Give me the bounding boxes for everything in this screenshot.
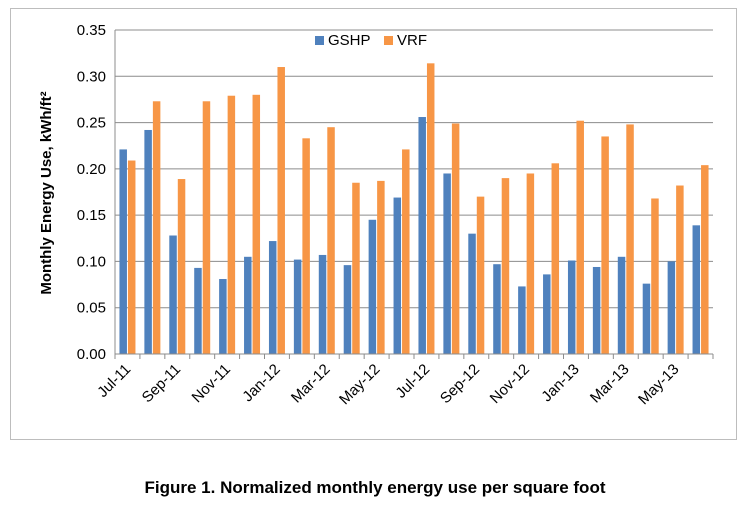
y-axis-title: Monthly Energy Use, kWh/ft² [38,91,55,294]
x-tick-label: May-13 [635,361,682,408]
legend-swatch-vrf [384,36,393,45]
bar-gshp-apr-13 [642,283,651,354]
bar-gshp-sep-12 [468,233,476,354]
bar-vrf-sep-11 [177,179,186,354]
bar-vrf-jan-12 [277,67,285,355]
bar-gshp-mar-13 [617,256,626,354]
bar-vrf-may-12 [377,180,385,354]
y-tick-label: 0.00 [77,346,106,363]
bar-gshp-oct-12 [493,264,501,354]
bar-vrf-oct-11 [202,101,211,354]
legend-swatch-gshp [315,36,324,45]
bar-vrf-aug-12 [451,123,460,354]
bar-gshp-feb-13 [592,266,601,354]
bar-gshp-nov-11 [219,279,227,354]
bar-vrf-mar-12 [327,127,335,354]
bar-gshp-mar-12 [318,254,327,354]
bar-gshp-apr-12 [343,265,352,354]
y-tick-label: 0.15 [77,207,106,224]
y-tick-label: 0.35 [77,22,106,39]
bar-vrf-apr-12 [352,182,360,354]
bar-vrf-sep-12 [476,196,485,354]
bar-gshp-jun-13 [692,225,701,354]
bar-gshp-nov-12 [518,286,526,354]
bar-vrf-nov-11 [227,95,236,355]
x-tick-label: Jan-12 [239,361,283,405]
x-tick-label: Mar-12 [288,361,334,407]
bar-gshp-jul-11 [119,149,127,354]
bar-vrf-aug-11 [152,101,161,354]
x-tick-label: Mar-13 [587,361,633,407]
bar-gshp-sep-11 [169,235,177,354]
bar-gshp-jan-13 [567,260,576,354]
bar-vrf-jun-12 [402,149,410,354]
figure-caption: Figure 1. Normalized monthly energy use … [144,478,606,497]
bar-gshp-jan-12 [268,241,277,354]
x-tick-label: Jul-12 [392,361,433,402]
bars [119,63,709,355]
y-tick-label: 0.20 [77,161,106,178]
bar-vrf-nov-12 [526,173,535,354]
x-tick-label: Nov-11 [189,361,234,406]
bar-vrf-jan-13 [576,120,584,354]
bar-gshp-may-12 [368,219,377,354]
x-tick-label: Sep-11 [139,361,184,406]
bar-vrf-oct-12 [501,178,510,354]
bar-gshp-dec-11 [244,256,252,354]
bar-vrf-apr-13 [651,198,659,354]
bar-vrf-dec-11 [252,94,261,355]
bar-gshp-jun-12 [393,197,402,354]
bar-vrf-dec-12 [551,163,560,354]
bar-gshp-feb-12 [293,259,302,354]
y-tick-label: 0.25 [77,115,106,132]
bar-vrf-jul-12 [426,63,435,354]
gridlines [115,29,713,309]
bar-gshp-aug-11 [144,129,152,354]
bar-gshp-aug-12 [443,173,451,354]
bar-gshp-dec-12 [543,274,551,354]
x-tick-label: Nov-12 [487,361,533,407]
bar-gshp-jul-12 [418,117,426,354]
bar-vrf-feb-13 [601,136,609,354]
bar-vrf-feb-12 [302,138,310,354]
bar-vrf-jun-13 [701,165,709,354]
x-tick-label: Jul-11 [94,361,134,401]
bar-vrf-may-13 [676,185,684,354]
x-tick-label: Sep-12 [437,361,483,407]
x-tick-label: Jan-13 [538,361,582,405]
bar-vrf-mar-13 [626,124,634,355]
y-tick-label: 0.10 [77,253,106,270]
legend-label-vrf: VRF [397,32,427,49]
legend: GSHP VRF [315,32,427,49]
bar-vrf-jul-11 [127,160,136,354]
legend-label-gshp: GSHP [328,32,371,49]
bar-gshp-oct-11 [194,267,202,354]
y-tick-label: 0.30 [77,68,106,85]
x-tick-label: May-12 [336,361,383,408]
y-tick-label: 0.05 [77,300,106,317]
bar-gshp-may-13 [667,261,676,354]
